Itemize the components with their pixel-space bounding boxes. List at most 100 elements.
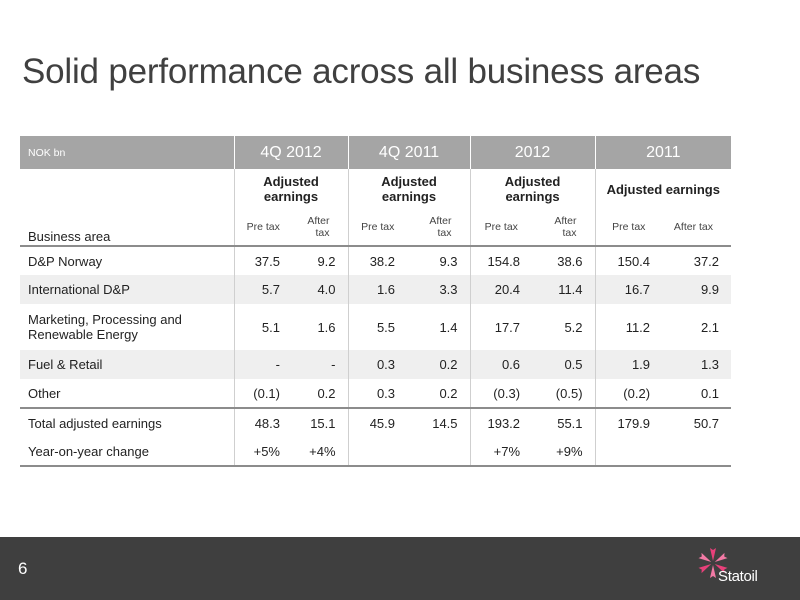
table-row: Year-on-year change +5% +4% +7% +9% bbox=[20, 437, 732, 466]
after-tax-label: After tax bbox=[429, 215, 452, 239]
star-logo-icon bbox=[698, 548, 728, 578]
value-cell: (0.2) bbox=[594, 379, 663, 408]
group-header: Adjusted earnings bbox=[469, 169, 596, 209]
value-cell bbox=[594, 437, 663, 466]
value-cell: 1.9 bbox=[594, 350, 663, 379]
brand-name: Statoil bbox=[718, 568, 758, 585]
value-cell: 5.5 bbox=[347, 304, 408, 350]
pre-tax-header: Pre tax bbox=[233, 209, 292, 246]
pre-tax-label: Pre tax bbox=[484, 221, 518, 233]
header-subcolumn-row: Business area Pre tax After tax Pre tax Aft… bbox=[20, 209, 732, 246]
value-cell: 37.5 bbox=[233, 246, 292, 275]
value-cell: 5.2 bbox=[564, 319, 583, 335]
value-cell: 0.5 bbox=[532, 350, 596, 379]
value-cell: 1.3 bbox=[662, 350, 732, 379]
row-label: Other bbox=[28, 385, 61, 401]
row-label: International D&P bbox=[20, 275, 234, 304]
value-cell: 9.9 bbox=[662, 275, 732, 304]
value-cell: 0.3 bbox=[347, 379, 408, 408]
value-cell: 2.1 bbox=[700, 319, 720, 335]
value-cell: 14.5 bbox=[432, 415, 458, 431]
table-row: Fuel & Retail - -0.3 0.2 0.6 0.5 1.9 1.3 bbox=[20, 350, 732, 379]
value-cell: 15.1 bbox=[310, 415, 336, 431]
value-cell: 0.3 bbox=[347, 350, 408, 379]
pre-tax-label: Pre tax bbox=[246, 221, 280, 233]
value-cell: 5.1 bbox=[233, 304, 292, 350]
row-label: D&P Norway bbox=[28, 253, 103, 269]
pre-tax-header: Pre tax bbox=[594, 209, 663, 246]
value-cell: 150.4 bbox=[594, 246, 663, 275]
table-row: Marketing, Processing and Renewable Ener… bbox=[20, 304, 731, 350]
value-cell: 11.4 bbox=[532, 275, 596, 304]
pre-tax-label: Pre tax bbox=[612, 221, 646, 233]
value-cell: - bbox=[233, 350, 292, 379]
value-cell: 0.2 bbox=[317, 385, 336, 401]
value-cell: 45.9 bbox=[347, 408, 408, 437]
value-cell: 9.3 bbox=[439, 253, 458, 269]
value-cell: +9% bbox=[556, 443, 583, 459]
after-tax-header: After tax bbox=[662, 209, 731, 246]
group-header: Adjusted earnings bbox=[594, 169, 732, 209]
value-cell: 48.3 bbox=[233, 408, 292, 437]
row-label: Fuel & Retail bbox=[20, 350, 234, 379]
value-cell: 154.8 bbox=[469, 246, 533, 275]
value-cell: 38.2 bbox=[347, 246, 408, 275]
after-tax-header: After tax bbox=[532, 209, 595, 246]
unit-label: NOK bn bbox=[20, 136, 234, 169]
value-cell: 55.1 bbox=[557, 415, 583, 431]
row-label: Marketing, Processing and Renewable Ener… bbox=[28, 312, 182, 342]
group-header: Adjusted earnings bbox=[347, 169, 471, 209]
value-cell: +5% bbox=[233, 437, 292, 466]
after-tax-label: After tax bbox=[554, 215, 577, 239]
slide-title: Solid performance across all business ar… bbox=[22, 52, 701, 91]
value-cell: 3.3 bbox=[407, 275, 471, 304]
table-body: D&P Norway 37.5 9.2 38.2 9.3 154.8 38.6 150.4 37… bbox=[20, 246, 732, 466]
business-area-header: Business area bbox=[28, 229, 111, 244]
row-label: Year-on-year change bbox=[28, 443, 149, 459]
value-cell: 16.7 bbox=[594, 275, 663, 304]
value-cell: 50.7 bbox=[693, 415, 720, 431]
value-cell: 11.2 bbox=[594, 304, 663, 350]
pre-tax-header: Pre tax bbox=[469, 209, 533, 246]
period-header: 2012 bbox=[469, 136, 596, 169]
value-cell: - bbox=[292, 350, 349, 379]
value-cell: 0.2 bbox=[407, 350, 471, 379]
footer-bar: 6 Statoil bbox=[0, 537, 800, 600]
period-header: 4Q 2012 bbox=[233, 136, 349, 169]
after-tax-header: After tax bbox=[292, 209, 348, 246]
value-cell: 0.2 bbox=[439, 385, 458, 401]
value-cell: (0.5) bbox=[555, 385, 583, 401]
table-row: International D&P 5.7 4.0 1.6 3.3 20.4 11.4 16.… bbox=[20, 275, 732, 304]
statoil-logo: Statoil bbox=[696, 546, 768, 594]
period-header: 4Q 2011 bbox=[347, 136, 471, 169]
value-cell: 0.1 bbox=[700, 385, 720, 401]
value-cell: +7% bbox=[469, 437, 533, 466]
header-group-row: Adjusted earnings Adjusted earnings Adju… bbox=[20, 169, 732, 209]
pre-tax-label: Pre tax bbox=[361, 221, 395, 233]
pre-tax-header: Pre tax bbox=[347, 209, 408, 246]
earnings-table: NOK bn 4Q 2012 4Q 2011 2012 2011 Adjuste… bbox=[20, 136, 732, 467]
value-cell: 193.2 bbox=[469, 408, 533, 437]
value-cell: 17.7 bbox=[469, 304, 533, 350]
value-cell: 4.0 bbox=[292, 275, 349, 304]
value-cell: 37.2 bbox=[693, 253, 720, 269]
value-cell: 9.2 bbox=[317, 253, 336, 269]
after-tax-label: After tax bbox=[307, 215, 330, 239]
after-tax-label: After tax bbox=[673, 221, 714, 233]
after-tax-header: After tax bbox=[407, 209, 470, 246]
value-cell: 20.4 bbox=[469, 275, 533, 304]
value-cell bbox=[407, 437, 470, 466]
table-row: D&P Norway 37.5 9.2 38.2 9.3 154.8 38.6 150.4 37… bbox=[20, 246, 731, 275]
value-cell: +4% bbox=[309, 443, 336, 459]
value-cell: 1.6 bbox=[347, 275, 408, 304]
value-cell bbox=[662, 437, 731, 466]
row-label: Total adjusted earnings bbox=[28, 415, 162, 431]
header-periods-row: NOK bn 4Q 2012 4Q 2011 2012 2011 bbox=[20, 136, 732, 169]
value-cell: 1.6 bbox=[317, 319, 336, 335]
header-blank bbox=[20, 169, 234, 209]
table-row: Other (0.1) 0.2 0.3 0.2 (0.3) (0.5) (0.2) 0.1 bbox=[20, 379, 731, 408]
table-row: Total adjusted earnings 48.3 15.1 45.9 14.5 1… bbox=[20, 408, 732, 437]
period-header: 2011 bbox=[594, 136, 732, 169]
group-header: Adjusted earnings bbox=[233, 169, 349, 209]
value-cell: (0.1) bbox=[233, 379, 292, 408]
